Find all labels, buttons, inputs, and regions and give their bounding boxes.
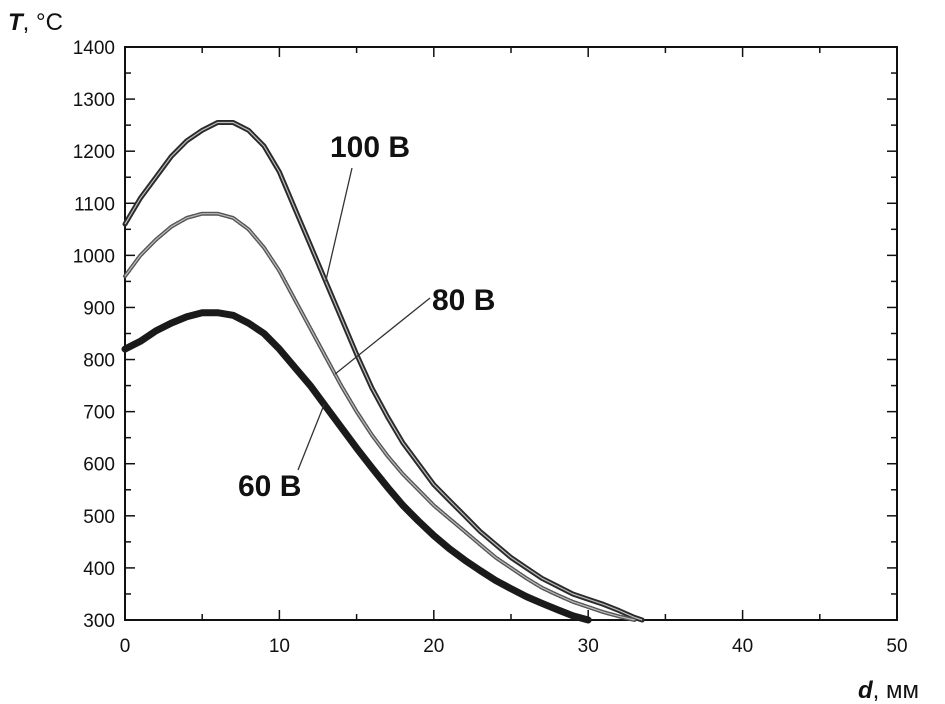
plot-frame [124, 46, 898, 621]
x-axis-title: d, мм [858, 677, 919, 704]
series-layer [121, 120, 645, 624]
y-tick-label: 1100 [74, 194, 115, 215]
series-line-100-b [122, 120, 645, 623]
series-line-80-b [123, 211, 637, 622]
plot-border [124, 46, 898, 621]
series-line-60-b [121, 309, 592, 624]
y-tick-label: 1400 [73, 38, 115, 59]
x-axis: 0 10 20 30 40 50 [120, 47, 908, 657]
y-tick-label: 1200 [73, 142, 115, 163]
series-line-inner-100-b [124, 121, 643, 621]
x-tick-label: 0 [120, 636, 131, 657]
y-tick-label: 1300 [73, 90, 115, 111]
series-label-100-b: 100 B [330, 131, 410, 164]
x-tick-label: 20 [423, 636, 444, 657]
x-tick-label: 10 [269, 636, 290, 657]
x-tick-label: 50 [886, 636, 907, 657]
y-tick-label: 500 [83, 507, 115, 528]
y-axis-title: T, °C [8, 9, 63, 36]
series-label-80-b: 80 B [432, 284, 495, 317]
series-line-inner-80-b [124, 213, 635, 621]
y-tick-label: 700 [83, 403, 115, 424]
leader-line-100-b [325, 167, 353, 282]
leader-line-60-b [297, 404, 325, 471]
y-tick-label: 600 [83, 455, 115, 476]
y-tick-label: 400 [83, 559, 115, 580]
y-axis: 300 400 500 600 700 800 900 1000 1100 1200 1300 140… [73, 38, 897, 632]
series-label-60-b: 60 B [238, 470, 301, 503]
y-tick-label: 900 [83, 298, 115, 319]
x-tick-label: 40 [732, 636, 753, 657]
y-tick-label: 800 [83, 351, 115, 372]
leader-line-80-b [334, 297, 431, 375]
x-tick-label: 30 [578, 636, 599, 657]
y-tick-label: 1000 [73, 246, 115, 267]
annotation-layer: 100 B 80 B 60 B [238, 131, 495, 503]
y-tick-label: 300 [83, 611, 115, 632]
